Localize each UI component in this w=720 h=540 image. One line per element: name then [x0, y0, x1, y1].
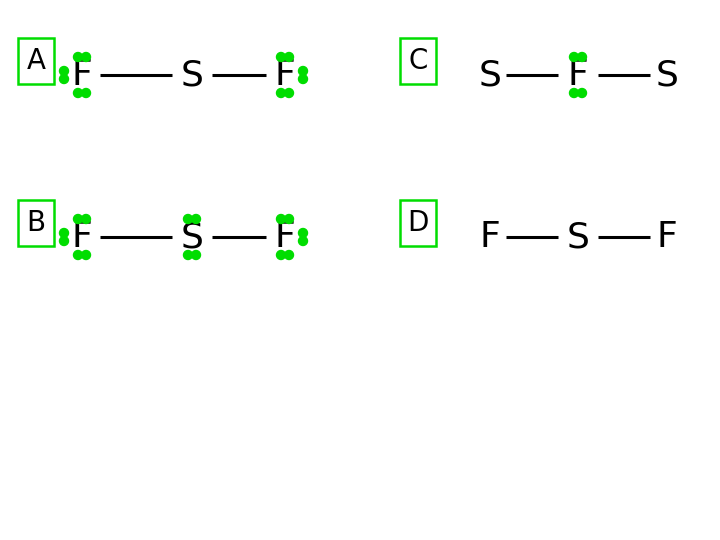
Bar [400, 200, 436, 246]
Circle shape [577, 52, 587, 62]
Circle shape [81, 214, 91, 224]
Circle shape [73, 52, 83, 62]
Circle shape [299, 75, 307, 84]
Circle shape [192, 251, 200, 260]
Circle shape [73, 214, 83, 224]
Text: D: D [408, 209, 428, 237]
Text: A: A [27, 47, 45, 75]
Text: F: F [657, 220, 678, 254]
Circle shape [60, 75, 68, 84]
Circle shape [184, 214, 192, 224]
Circle shape [184, 251, 192, 260]
Text: F: F [480, 220, 500, 254]
Circle shape [73, 89, 83, 98]
Text: S: S [181, 220, 204, 254]
Bar [18, 200, 54, 246]
Circle shape [81, 89, 91, 98]
Text: F: F [567, 58, 588, 92]
Circle shape [192, 214, 200, 224]
Circle shape [276, 52, 286, 62]
Circle shape [577, 89, 587, 98]
Circle shape [276, 251, 286, 260]
Circle shape [276, 214, 286, 224]
Circle shape [570, 89, 578, 98]
Circle shape [284, 52, 294, 62]
Circle shape [73, 251, 83, 260]
Circle shape [276, 89, 286, 98]
Text: B: B [27, 209, 45, 237]
Text: F: F [274, 58, 295, 92]
Circle shape [81, 52, 91, 62]
Circle shape [284, 214, 294, 224]
Text: S: S [181, 58, 204, 92]
Text: C: C [408, 47, 428, 75]
Circle shape [60, 228, 68, 238]
Bar [18, 38, 54, 84]
Text: S: S [656, 58, 678, 92]
Text: F: F [71, 220, 92, 254]
Circle shape [81, 251, 91, 260]
Circle shape [299, 237, 307, 246]
Circle shape [284, 251, 294, 260]
Text: S: S [567, 220, 590, 254]
Text: F: F [71, 58, 92, 92]
Circle shape [299, 66, 307, 76]
Circle shape [60, 237, 68, 246]
Circle shape [284, 89, 294, 98]
Text: S: S [479, 58, 501, 92]
Circle shape [570, 52, 578, 62]
Bar [400, 38, 436, 84]
Circle shape [299, 228, 307, 238]
Text: F: F [274, 220, 295, 254]
Circle shape [60, 66, 68, 76]
